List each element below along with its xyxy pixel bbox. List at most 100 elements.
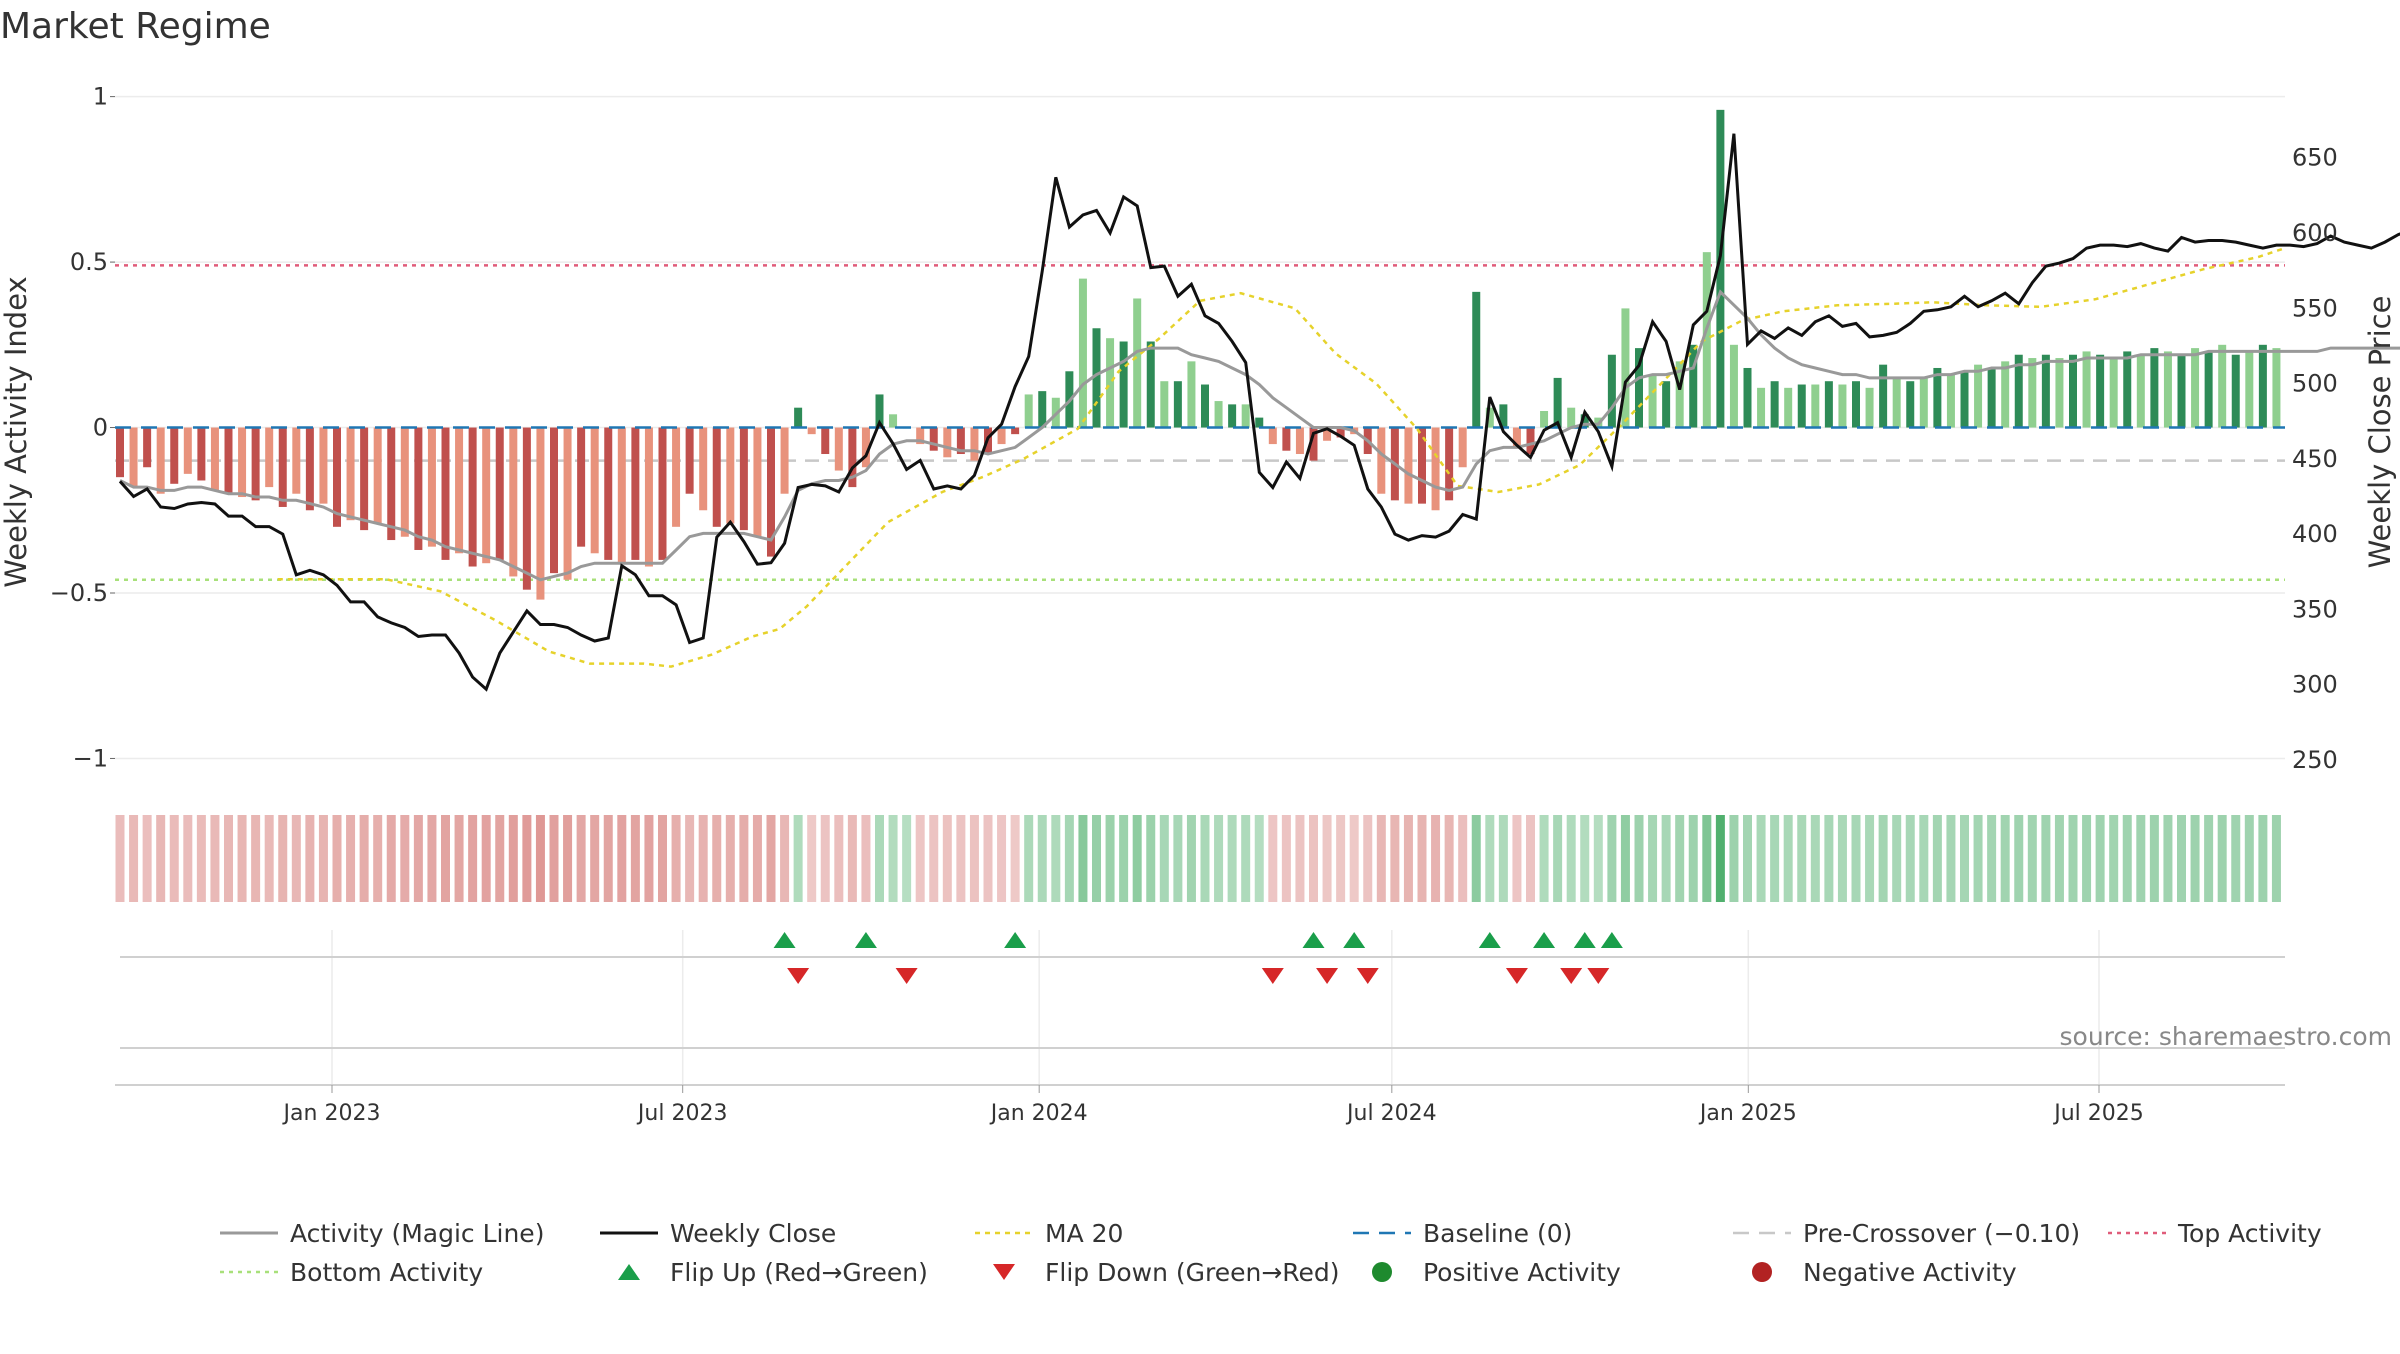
regime-strip-cell xyxy=(671,815,681,902)
activity-bar xyxy=(1499,404,1508,428)
regime-strip-cell xyxy=(942,815,952,902)
flip-down-marker xyxy=(1261,968,1284,984)
regime-strip-cell xyxy=(2204,815,2214,902)
weekly-close-line xyxy=(118,133,2400,692)
regime-strip-cell xyxy=(386,815,396,902)
regime-strip-cell xyxy=(400,815,410,902)
regime-strip-cell xyxy=(1932,815,1942,902)
regime-strip-cell xyxy=(1105,815,1115,902)
activity-bar xyxy=(1770,381,1779,428)
activity-bar xyxy=(2109,358,2118,428)
x-tick-label: Jul 2025 xyxy=(2052,1101,2144,1126)
activity-bar xyxy=(739,427,748,531)
flip-down-marker xyxy=(787,968,810,984)
regime-strip-cell xyxy=(888,815,898,902)
regime-strip-cell xyxy=(508,815,518,902)
regime-strip-cell xyxy=(997,815,1007,902)
regime-strip-cell xyxy=(1743,815,1752,902)
regime-strip-cell xyxy=(2190,815,2200,902)
activity-bar xyxy=(1472,291,1481,428)
regime-strip-cell xyxy=(902,815,912,902)
regime-strip-cell xyxy=(1037,815,1047,902)
regime-strip-cell xyxy=(169,815,179,902)
regime-strip-cell xyxy=(1946,815,1956,902)
legend-label: MA 20 xyxy=(1045,1219,1123,1248)
regime-strip-cell xyxy=(630,815,640,902)
regime-strip-cell xyxy=(1268,815,1278,902)
x-tick-label: Jul 2023 xyxy=(636,1101,728,1126)
activity-bar xyxy=(1879,364,1888,428)
regime-strip-cell xyxy=(318,815,328,902)
activity-bar xyxy=(129,427,138,488)
regime-strip-cell xyxy=(1729,815,1739,902)
regime-strip-cell xyxy=(1390,815,1400,902)
activity-bar xyxy=(1228,404,1237,428)
activity-bar xyxy=(1892,377,1901,428)
regime-strip-cell xyxy=(1132,815,1142,902)
regime-strip-cell xyxy=(1064,815,1074,902)
regime-strip-cell xyxy=(685,815,695,902)
activity-bar xyxy=(1214,401,1223,428)
regime-strip-cell xyxy=(1186,815,1196,902)
regime-strip-cell xyxy=(278,815,288,902)
regime-strip-cell xyxy=(2014,815,2024,902)
regime-strip-cell xyxy=(1580,815,1590,902)
regime-strip-cell xyxy=(590,815,600,902)
activity-bar xyxy=(2096,354,2105,428)
activity-bar xyxy=(387,427,396,541)
legend-label: Pre-Crossover (−0.10) xyxy=(1803,1219,2080,1248)
activity-bar xyxy=(1309,427,1318,461)
activity-bar xyxy=(2218,344,2227,428)
activity-bar xyxy=(997,427,1006,445)
regime-strip-cell xyxy=(2217,815,2227,902)
activity-bar xyxy=(1797,384,1806,428)
flip-down-marker xyxy=(1316,968,1339,984)
activity-bar xyxy=(1933,367,1942,428)
regime-strip-cell xyxy=(1770,815,1780,902)
activity-bar xyxy=(1336,427,1345,438)
regime-strip-cell xyxy=(1620,815,1630,902)
activity-bar xyxy=(1946,374,1955,428)
activity-bar xyxy=(712,427,721,527)
regime-strip-cell xyxy=(1417,815,1427,902)
activity-bar xyxy=(265,427,274,488)
left-axis-label: Weekly Activity Index xyxy=(0,276,33,587)
regime-strip-cell xyxy=(2082,815,2092,902)
regime-strip-cell xyxy=(1675,815,1685,902)
legend-swatch xyxy=(618,1264,640,1280)
flip-up-marker xyxy=(773,932,796,948)
regime-strip-cell xyxy=(969,815,979,902)
legend-label: Activity (Magic Line) xyxy=(290,1219,544,1248)
regime-strip-cell xyxy=(522,815,532,902)
regime-strip-cell xyxy=(413,815,423,902)
regime-strip-cell xyxy=(481,815,491,902)
regime-strip-cell xyxy=(563,815,573,902)
activity-bar xyxy=(1133,298,1142,428)
activity-bar xyxy=(116,427,124,478)
activity-bar xyxy=(224,427,233,494)
left-tick-label: 0.5 xyxy=(70,248,108,276)
regime-strip-cell xyxy=(1865,815,1875,902)
regime-strip-cell xyxy=(1498,815,1508,902)
regime-strip-cell xyxy=(2163,815,2173,902)
regime-strip-cell xyxy=(1363,815,1373,902)
activity-bar xyxy=(2231,354,2240,428)
regime-strip-cell xyxy=(1349,815,1359,902)
regime-strip-cell xyxy=(156,815,166,902)
activity-bar xyxy=(2177,354,2186,428)
activity-bar xyxy=(1540,410,1549,428)
activity-bar xyxy=(2028,358,2037,428)
activity-bar xyxy=(2258,344,2267,428)
legend-swatch xyxy=(993,1264,1015,1280)
activity-bar xyxy=(699,427,708,511)
activity-bar xyxy=(889,414,898,428)
activity-bar xyxy=(861,427,870,468)
activity-bar xyxy=(2204,351,2213,428)
regime-strip-cell xyxy=(929,815,939,902)
flip-up-marker xyxy=(1343,932,1366,948)
regime-strip-cell xyxy=(1336,815,1346,902)
activity-bar xyxy=(1906,381,1915,428)
activity-bar xyxy=(1187,361,1196,428)
regime-strip-cell xyxy=(658,815,667,902)
activity-bar xyxy=(1431,427,1440,511)
